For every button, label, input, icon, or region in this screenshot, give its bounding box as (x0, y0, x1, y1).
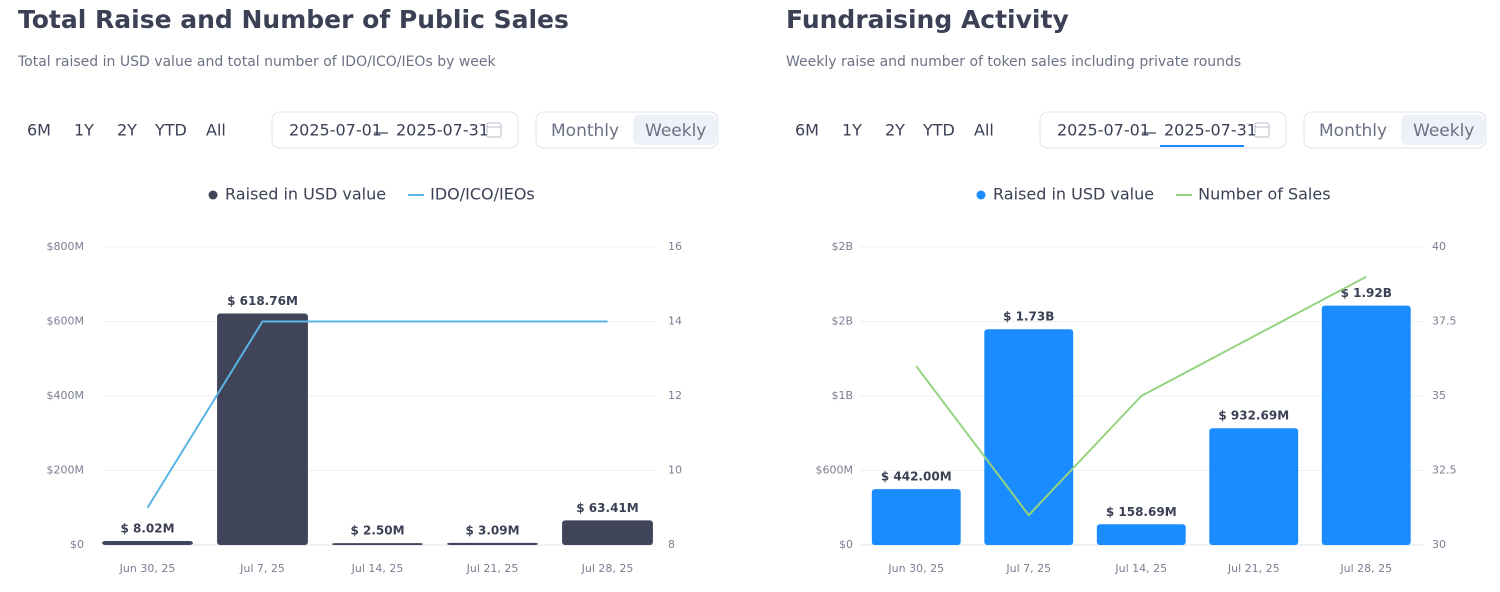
legend-label[interactable]: Number of Sales (1198, 185, 1330, 204)
y-tick-label: $800M (47, 240, 85, 253)
y-tick-label: $600M (47, 315, 85, 328)
data-label: $ 1.73B (1003, 310, 1054, 324)
y2-tick-label: 12 (668, 389, 682, 402)
legend-label[interactable]: Raised in USD value (225, 185, 386, 204)
y-tick-label: $0 (839, 538, 853, 551)
chart-title: Fundraising Activity (786, 5, 1069, 34)
y-tick-label: $400M (47, 389, 85, 402)
data-label: $ 442.00M (881, 470, 952, 484)
chart-title: Total Raise and Number of Public Sales (18, 5, 569, 34)
data-label: $ 158.69M (1106, 505, 1177, 519)
x-tick-label: Jul 28, 25 (581, 562, 634, 575)
x-tick-label: Jul 14, 25 (351, 562, 404, 575)
date-from[interactable]: 2025-07-01 (1057, 121, 1150, 140)
y2-tick-label: 16 (668, 240, 682, 253)
date-to[interactable]: 2025-07-31 (396, 121, 489, 140)
data-label: $ 3.09M (465, 523, 519, 537)
range-button[interactable]: All (206, 121, 226, 140)
range-button[interactable]: 2Y (117, 121, 137, 140)
legend-label[interactable]: IDO/ICO/IEOs (430, 185, 535, 204)
bar (871, 489, 961, 545)
data-label: $ 618.76M (227, 294, 298, 308)
range-button[interactable]: YTD (154, 121, 187, 140)
calendar-icon (1254, 122, 1270, 138)
data-label: $ 2.50M (350, 524, 404, 538)
bar (447, 542, 538, 545)
bar (1096, 524, 1186, 545)
range-button[interactable]: 2Y (885, 121, 905, 140)
date-range-box[interactable] (1039, 111, 1287, 149)
legend-label[interactable]: Raised in USD value (993, 185, 1154, 204)
date-to[interactable]: 2025-07-31 (1164, 121, 1257, 140)
y2-tick-label: 35 (1432, 389, 1446, 402)
legend-marker (976, 190, 986, 200)
date-from[interactable]: 2025-07-01 (289, 121, 382, 140)
y-tick-label: $600M (816, 464, 854, 477)
view-selected-bg (633, 115, 717, 145)
y2-tick-label: 8 (668, 538, 675, 551)
y2-tick-label: 10 (668, 464, 682, 477)
chart-subtitle: Total raised in USD value and total numb… (17, 54, 496, 70)
bar (217, 313, 308, 545)
x-tick-label: Jul 28, 25 (1339, 562, 1392, 575)
bar (1321, 305, 1411, 545)
y2-tick-label: 30 (1432, 538, 1446, 551)
bar (562, 520, 653, 545)
x-tick-label: Jul 14, 25 (1114, 562, 1167, 575)
bar (332, 543, 423, 545)
chart-subtitle: Weekly raise and number of token sales i… (786, 54, 1241, 70)
x-tick-label: Jul 7, 25 (239, 562, 285, 575)
line (146, 320, 608, 509)
calendar-icon (486, 122, 502, 138)
data-label: $ 1.92B (1341, 286, 1392, 300)
bar (984, 329, 1074, 545)
data-label: $ 932.69M (1218, 409, 1289, 423)
range-button[interactable]: 1Y (74, 121, 94, 140)
x-tick-label: Jun 30, 25 (887, 562, 944, 575)
range-button[interactable]: YTD (922, 121, 955, 140)
data-label: $ 63.41M (576, 501, 638, 515)
range-button[interactable]: 1Y (842, 121, 862, 140)
bar (1209, 428, 1299, 545)
view-button[interactable]: Monthly (1319, 121, 1387, 141)
x-tick-label: Jul 21, 25 (1227, 562, 1280, 575)
legend-marker (208, 190, 218, 200)
data-label: $ 8.02M (120, 522, 174, 536)
date-range-box[interactable] (271, 111, 519, 149)
x-tick-label: Jul 21, 25 (466, 562, 519, 575)
bar (102, 541, 193, 545)
y2-tick-label: 40 (1432, 240, 1446, 253)
y2-tick-label: 32.5 (1432, 464, 1457, 477)
range-button[interactable]: 6M (27, 121, 51, 140)
y-tick-label: $1B (831, 389, 853, 402)
y2-tick-label: 37.5 (1432, 315, 1457, 328)
y-tick-label: $0 (70, 538, 84, 551)
x-tick-label: Jun 30, 25 (119, 562, 176, 575)
view-selected-bg (1401, 115, 1485, 145)
y-tick-label: $200M (47, 464, 85, 477)
y-tick-label: $2B (831, 240, 853, 253)
range-button[interactable]: All (974, 121, 994, 140)
y2-tick-label: 14 (668, 315, 682, 328)
view-button[interactable]: Weekly (1413, 121, 1474, 141)
y-tick-label: $2B (831, 315, 853, 328)
range-button[interactable]: 6M (795, 121, 819, 140)
view-button[interactable]: Monthly (551, 121, 619, 141)
line (915, 275, 1367, 517)
x-tick-label: Jul 7, 25 (1005, 562, 1051, 575)
view-button[interactable]: Weekly (645, 121, 706, 141)
